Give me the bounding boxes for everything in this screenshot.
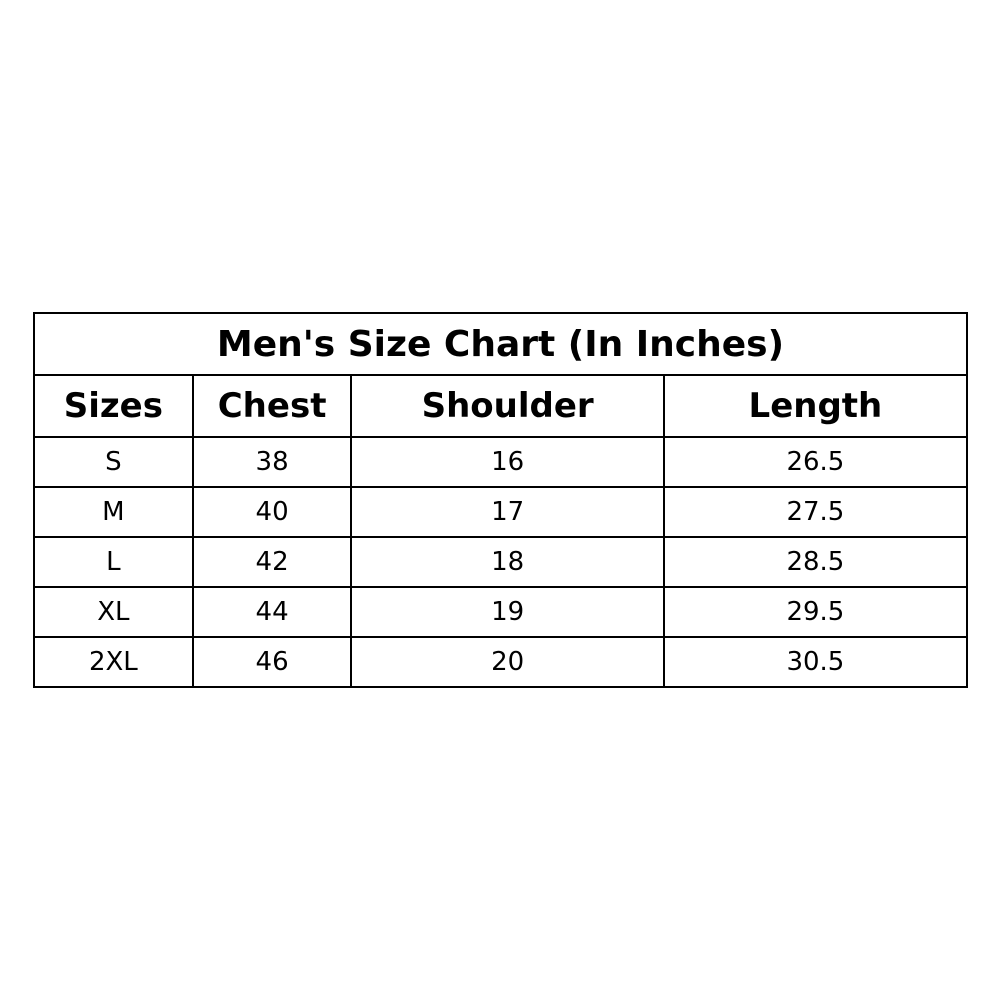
cell-size: M xyxy=(33,486,194,538)
header-length: Length xyxy=(662,374,969,438)
size-chart-table: Men's Size Chart (In Inches) Sizes Chest… xyxy=(33,312,969,688)
header-chest: Chest xyxy=(191,374,353,438)
cell-chest: 42 xyxy=(191,536,353,588)
table-title: Men's Size Chart (In Inches) xyxy=(33,312,968,376)
header-row: Sizes Chest Shoulder Length xyxy=(33,374,969,438)
cell-size: L xyxy=(33,536,194,588)
cell-size: 2XL xyxy=(33,636,194,688)
header-sizes: Sizes xyxy=(33,374,194,438)
table-row: 2XL 46 20 30.5 xyxy=(33,636,969,688)
cell-chest: 44 xyxy=(191,586,353,638)
cell-shoulder: 20 xyxy=(350,636,665,688)
cell-length: 27.5 xyxy=(662,486,969,538)
cell-size: XL xyxy=(33,586,194,638)
table-row: L 42 18 28.5 xyxy=(33,536,969,588)
table-row: XL 44 19 29.5 xyxy=(33,586,969,638)
cell-length: 29.5 xyxy=(662,586,969,638)
cell-shoulder: 19 xyxy=(350,586,665,638)
cell-size: S xyxy=(33,436,194,488)
cell-chest: 46 xyxy=(191,636,353,688)
table-row: S 38 16 26.5 xyxy=(33,436,969,488)
cell-shoulder: 16 xyxy=(350,436,665,488)
header-shoulder: Shoulder xyxy=(350,374,665,438)
table-row: M 40 17 27.5 xyxy=(33,486,969,538)
cell-chest: 40 xyxy=(191,486,353,538)
cell-length: 28.5 xyxy=(662,536,969,588)
cell-length: 30.5 xyxy=(662,636,969,688)
cell-length: 26.5 xyxy=(662,436,969,488)
cell-shoulder: 17 xyxy=(350,486,665,538)
cell-shoulder: 18 xyxy=(350,536,665,588)
cell-chest: 38 xyxy=(191,436,353,488)
